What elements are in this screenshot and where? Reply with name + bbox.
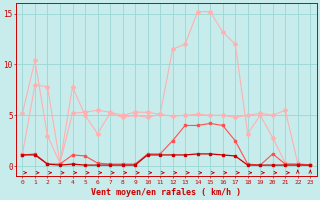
X-axis label: Vent moyen/en rafales ( km/h ): Vent moyen/en rafales ( km/h ) [92,188,241,197]
